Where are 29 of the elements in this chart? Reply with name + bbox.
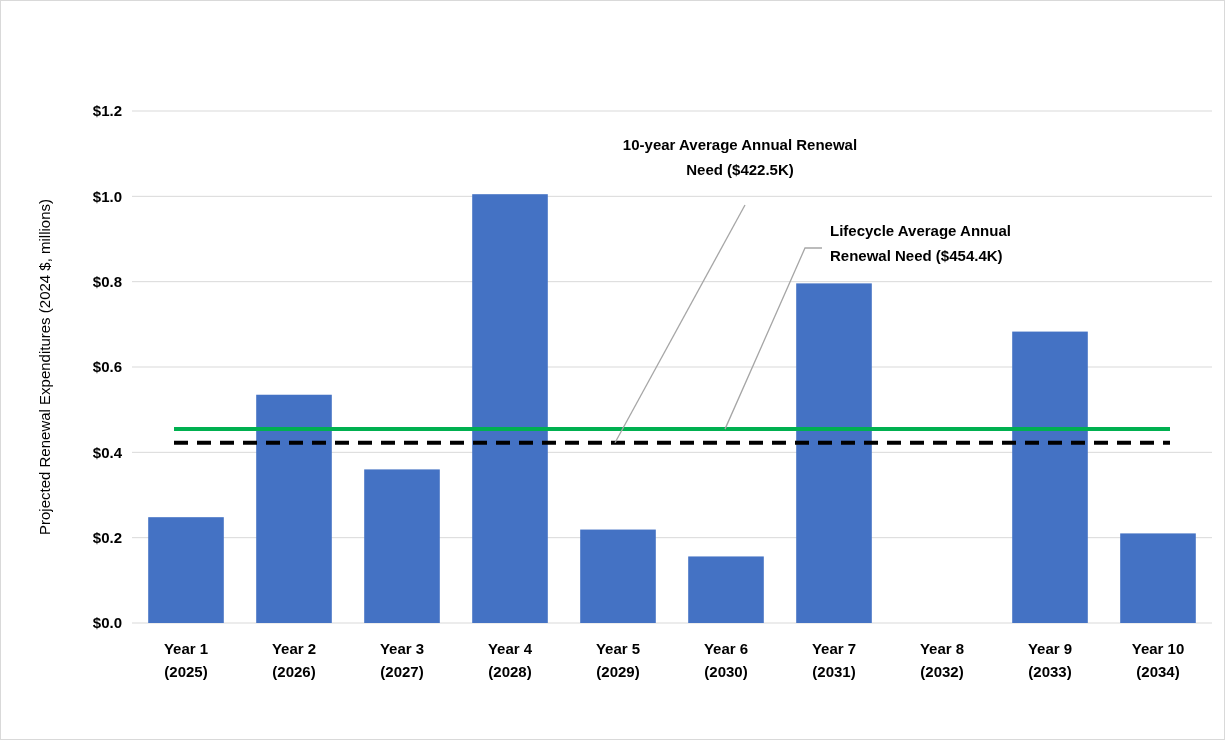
bar xyxy=(796,283,872,623)
x-tick-label: Year 6 (2030) xyxy=(703,640,749,680)
bar xyxy=(148,517,224,623)
x-tick-label: Year 2 (2026) xyxy=(271,640,317,680)
x-tick-label: Year 3 (2027) xyxy=(379,640,425,680)
bar xyxy=(1120,533,1196,623)
x-tick-label: Year 1 (2025) xyxy=(163,640,209,680)
y-tick-label: $1.2 xyxy=(92,102,122,120)
bar xyxy=(1012,331,1088,623)
bar xyxy=(472,194,548,623)
y-tick-label: $0.2 xyxy=(92,528,122,546)
x-tick-label: Year 10 (2034) xyxy=(1131,640,1185,680)
bar xyxy=(580,529,656,623)
y-tick-label: $1.0 xyxy=(92,187,122,205)
ref-line-label: 10-year Average Annual Renewal Need ($422.5K) xyxy=(622,136,858,178)
y-tick-label: $0.0 xyxy=(92,614,122,632)
y-tick-label: $0.6 xyxy=(92,358,122,376)
x-tick-label: Year 9 (2033) xyxy=(1027,640,1073,680)
bar xyxy=(364,469,440,623)
x-tick-label: Year 7 (2031) xyxy=(811,640,857,680)
x-tick-label: Year 5 (2029) xyxy=(595,640,641,680)
y-axis-title: Projected Renewal Expenditures (2024 $, millions) xyxy=(36,198,53,536)
y-tick-label: $0.4 xyxy=(92,443,123,461)
bar xyxy=(688,556,764,623)
x-tick-label: Year 8 (2032) xyxy=(919,640,965,680)
y-tick-label: $0.8 xyxy=(92,272,122,290)
bar xyxy=(256,394,332,623)
x-tick-label: Year 4 (2028) xyxy=(487,640,533,680)
ref-line-label: Lifecycle Average Annual Renewal Need ($454.4K) xyxy=(830,222,1011,264)
